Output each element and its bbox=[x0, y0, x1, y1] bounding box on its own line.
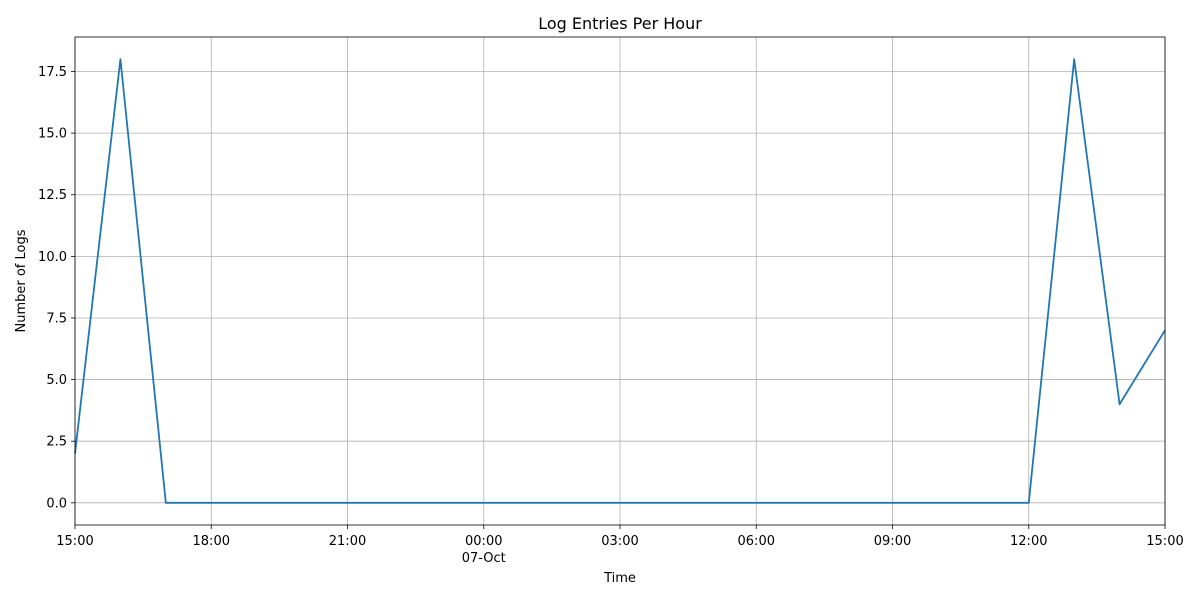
y-tick-label: 15.0 bbox=[38, 127, 67, 142]
x-tick-label: 00:00 bbox=[465, 534, 502, 549]
y-tick-label: 2.5 bbox=[46, 435, 67, 450]
y-axis-ticks: 0.0 2.5 5.0 7.5 10.0 12.5 15.0 17.5 bbox=[38, 65, 75, 511]
y-axis-label: Number of Logs bbox=[14, 229, 29, 332]
x-tick-label: 09:00 bbox=[874, 534, 911, 549]
series-layer bbox=[74, 58, 1166, 504]
x-axis-ticks: 15:00 18:00 21:00 00:00 07-Oct 03:00 06:00 09:0… bbox=[56, 525, 1184, 566]
series-line bbox=[74, 58, 1166, 504]
x-tick-label: 21:00 bbox=[329, 534, 366, 549]
x-tick-label: 12:00 bbox=[1010, 534, 1047, 549]
x-axis-label: Time bbox=[603, 571, 636, 586]
x-tick-label: 03:00 bbox=[601, 534, 638, 549]
x-tick-label: 15:00 bbox=[1146, 534, 1183, 549]
x-tick-label: 18:00 bbox=[193, 534, 230, 549]
x-tick-sublabel: 07-Oct bbox=[462, 551, 506, 566]
x-tick-label: 06:00 bbox=[738, 534, 775, 549]
chart-title: Log Entries Per Hour bbox=[538, 14, 702, 33]
y-tick-label: 12.5 bbox=[38, 188, 67, 203]
x-tick-label: 15:00 bbox=[56, 534, 93, 549]
y-tick-label: 0.0 bbox=[46, 496, 67, 511]
y-tick-label: 17.5 bbox=[38, 65, 67, 80]
y-tick-label: 7.5 bbox=[46, 311, 67, 326]
y-tick-label: 5.0 bbox=[46, 373, 67, 388]
y-tick-label: 10.0 bbox=[38, 250, 67, 265]
